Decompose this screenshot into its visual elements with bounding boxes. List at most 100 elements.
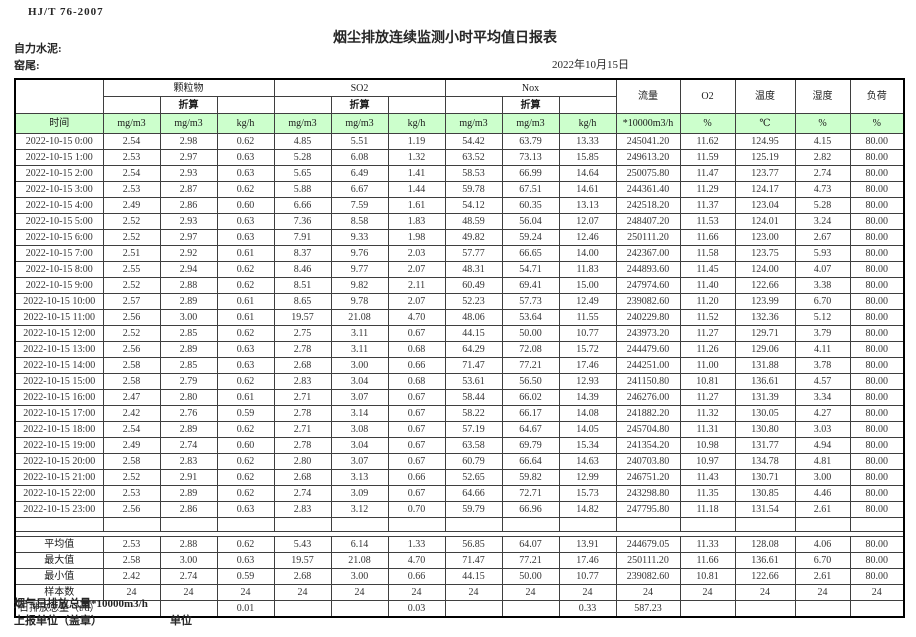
time-cell: 2022-10-15 8:00: [14, 261, 104, 278]
value-cell: 0.62: [216, 469, 275, 486]
value-cell: 44.15: [444, 325, 503, 342]
value-cell: 2.61: [794, 501, 851, 518]
value-cell: 80.00: [849, 197, 905, 214]
value-cell: 125.19: [734, 149, 796, 166]
value-cell: 2.76: [159, 405, 218, 422]
table-row: 2022-10-15 22:00 2.53 2.89 0.62 2.74 3.09 0.67…: [14, 485, 905, 502]
value-cell: 1.32: [387, 149, 446, 166]
value-cell: 80.00: [849, 149, 905, 166]
value-cell: 0.62: [216, 133, 275, 150]
value-cell: 2.74: [273, 485, 332, 502]
page-title: 烟尘排放连续监测小时平均值日报表: [333, 31, 557, 46]
value-cell: 247974.60: [615, 277, 681, 294]
value-cell: 4.46: [794, 485, 851, 502]
unit-cell: mg/m3: [501, 113, 560, 134]
value-cell: 129.71: [734, 325, 796, 342]
value-cell: 5.28: [273, 149, 332, 166]
value-cell: 2.49: [102, 197, 161, 214]
value-cell: 3.14: [330, 405, 389, 422]
value-cell: 2.42: [102, 405, 161, 422]
flue-gas-total-note: 烟气日排放总量*10000m3/h: [14, 598, 148, 610]
value-cell: 3.00: [159, 309, 218, 326]
table-row: 2022-10-15 15:00 2.58 2.79 0.62 2.83 3.04 0.68…: [14, 373, 905, 390]
value-cell: 123.77: [734, 165, 796, 182]
value-cell: 2.92: [159, 245, 218, 262]
summary-value-cell: 11.66: [679, 552, 736, 569]
summary-value-cell: 24: [444, 584, 503, 601]
value-cell: 7.59: [330, 197, 389, 214]
value-cell: 247795.80: [615, 501, 681, 518]
daily-total-value-cell: [734, 600, 796, 618]
unit-cell: mg/m3: [159, 113, 218, 134]
value-cell: 2.68: [273, 357, 332, 374]
table-row: 2022-10-15 16:00 2.47 2.80 0.61 2.71 3.07 0.67…: [14, 389, 905, 406]
summary-value-cell: 2.74: [159, 568, 218, 585]
unit-cell: mg/m3: [102, 113, 161, 134]
converted-header-so2: 折算: [330, 96, 389, 114]
value-cell: 14.64: [558, 165, 617, 182]
value-cell: 2.80: [159, 389, 218, 406]
value-cell: 0.68: [387, 373, 446, 390]
value-cell: 0.67: [387, 405, 446, 422]
table-row: 2022-10-15 4:00 2.49 2.86 0.60 6.66 7.59 1.61 5…: [14, 197, 905, 214]
summary-value-cell: 2.58: [102, 552, 161, 569]
value-cell: 248407.20: [615, 213, 681, 230]
value-cell: 2.56: [102, 501, 161, 518]
table-body: 2022-10-15 0:00 2.54 2.98 0.62 4.85 5.51 1.19 5…: [14, 133, 905, 618]
time-cell: 2022-10-15 21:00: [14, 469, 104, 486]
value-cell: 2.53: [102, 149, 161, 166]
table-row: 2022-10-15 23:00 2.56 2.86 0.63 2.83 3.12 0.70…: [14, 501, 905, 518]
summary-value-cell: 21.08: [330, 552, 389, 569]
unit-cell: kg/h: [216, 113, 275, 134]
empty-header-cell: [444, 96, 503, 114]
value-cell: 2.89: [159, 341, 218, 358]
value-cell: 241150.80: [615, 373, 681, 390]
o2-header: O2: [679, 78, 736, 114]
unit-cell: *10000m3/h: [615, 113, 681, 134]
value-cell: 13.13: [558, 197, 617, 214]
value-cell: 3.04: [330, 437, 389, 454]
value-cell: 15.73: [558, 485, 617, 502]
summary-value-cell: 24: [679, 584, 736, 601]
value-cell: 246276.00: [615, 389, 681, 406]
value-cell: 2.86: [159, 501, 218, 518]
value-cell: 4.85: [273, 133, 332, 150]
value-cell: 239082.60: [615, 293, 681, 310]
value-cell: 123.75: [734, 245, 796, 262]
value-cell: 0.67: [387, 421, 446, 438]
value-cell: 11.32: [679, 405, 736, 422]
time-cell: 2022-10-15 2:00: [14, 165, 104, 182]
table-row: 2022-10-15 8:00 2.55 2.94 0.62 8.46 9.77 2.07 4…: [14, 261, 905, 278]
value-cell: 2.07: [387, 293, 446, 310]
summary-value-cell: 24: [501, 584, 560, 601]
value-cell: 71.47: [444, 357, 503, 374]
value-cell: 2.88: [159, 277, 218, 294]
empty-header-cell: [387, 96, 446, 114]
summary-value-cell: 5.43: [273, 536, 332, 553]
value-cell: 9.82: [330, 277, 389, 294]
value-cell: 2.49: [102, 437, 161, 454]
summary-value-cell: 0.66: [387, 568, 446, 585]
summary-value-cell: 24: [330, 584, 389, 601]
value-cell: 6.67: [330, 181, 389, 198]
value-cell: 2.51: [102, 245, 161, 262]
summary-value-cell: 44.15: [444, 568, 503, 585]
empty-cell: [159, 517, 218, 532]
empty-cell: [444, 517, 503, 532]
value-cell: 2.07: [387, 261, 446, 278]
value-cell: 2.58: [102, 453, 161, 470]
daily-total-value-cell: 587.23: [615, 600, 681, 618]
daily-total-value-cell: [444, 600, 503, 618]
value-cell: 1.83: [387, 213, 446, 230]
summary-value-cell: 3.00: [159, 552, 218, 569]
summary-value-cell: 6.14: [330, 536, 389, 553]
value-cell: 0.62: [216, 485, 275, 502]
time-cell: 2022-10-15 20:00: [14, 453, 104, 470]
value-cell: 9.77: [330, 261, 389, 278]
value-cell: 52.23: [444, 293, 503, 310]
empty-header-cell: [558, 96, 617, 114]
value-cell: 12.46: [558, 229, 617, 246]
value-cell: 11.45: [679, 261, 736, 278]
unit-cell: ℃: [734, 113, 796, 134]
value-cell: 3.03: [794, 421, 851, 438]
